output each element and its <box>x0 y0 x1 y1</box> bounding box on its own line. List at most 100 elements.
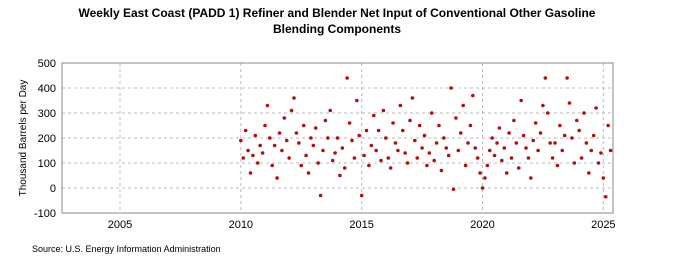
point <box>405 161 410 165</box>
point <box>364 128 369 133</box>
point <box>415 156 420 160</box>
point <box>282 116 287 120</box>
point <box>284 138 289 143</box>
y-tick-label: 200 <box>38 133 56 145</box>
point <box>492 153 497 158</box>
point <box>582 111 586 115</box>
point <box>374 148 378 153</box>
point <box>241 156 246 160</box>
point <box>309 136 313 140</box>
x-tick-label: 2020 <box>470 219 494 231</box>
point <box>500 158 504 163</box>
point <box>475 156 480 160</box>
point <box>396 148 400 153</box>
point <box>541 103 545 108</box>
point <box>437 123 441 128</box>
point <box>362 153 366 158</box>
point <box>514 141 519 145</box>
point <box>446 153 451 158</box>
point <box>328 108 333 113</box>
point <box>417 123 422 128</box>
point <box>502 146 507 150</box>
point <box>548 141 552 145</box>
point <box>388 166 393 170</box>
point <box>255 161 260 165</box>
point <box>369 143 374 148</box>
point <box>589 148 594 153</box>
point <box>400 128 405 133</box>
point <box>345 76 349 80</box>
point <box>444 146 449 150</box>
point <box>422 133 427 138</box>
point <box>263 123 267 128</box>
point <box>570 136 574 140</box>
point <box>275 176 279 180</box>
point <box>461 103 465 108</box>
point <box>463 163 468 168</box>
point <box>403 151 407 155</box>
point <box>371 113 376 118</box>
point <box>509 156 514 160</box>
point <box>591 133 596 138</box>
point <box>526 156 531 160</box>
point <box>408 118 412 123</box>
point <box>292 96 296 100</box>
point <box>579 156 584 160</box>
point <box>524 146 528 150</box>
point <box>471 93 475 98</box>
point <box>432 158 436 163</box>
point <box>340 146 345 150</box>
point <box>490 136 494 140</box>
point <box>316 161 320 165</box>
point <box>545 111 550 115</box>
point <box>565 76 569 80</box>
y-tick-label: 500 <box>38 58 56 70</box>
y-axis-label: Thousand Barrels per Day <box>18 80 29 197</box>
point <box>572 161 577 165</box>
point <box>393 141 398 145</box>
point <box>558 123 562 128</box>
point <box>376 128 381 133</box>
point <box>321 148 325 153</box>
y-tick-label: 100 <box>38 158 56 170</box>
point <box>608 148 613 153</box>
y-tick-label: 300 <box>38 108 56 120</box>
point <box>538 131 543 135</box>
point <box>606 123 610 128</box>
point <box>391 121 395 125</box>
point <box>333 151 337 155</box>
point <box>574 118 579 123</box>
point <box>253 133 258 138</box>
point <box>318 193 323 198</box>
point <box>311 143 316 148</box>
point <box>352 156 357 160</box>
point <box>487 148 492 153</box>
y-tick-label: -100 <box>34 208 56 220</box>
point <box>531 138 536 143</box>
point <box>521 133 526 138</box>
point <box>248 171 253 175</box>
point <box>473 146 478 150</box>
point <box>427 151 432 155</box>
point <box>516 166 521 170</box>
y-tick-label: 0 <box>50 183 56 195</box>
point <box>381 108 386 113</box>
plot-frame <box>61 62 614 214</box>
point <box>485 163 490 168</box>
point <box>239 138 243 143</box>
point <box>299 163 304 168</box>
chart-subtitle: Blending Components <box>273 22 401 36</box>
point <box>338 173 342 178</box>
point <box>560 148 565 153</box>
point <box>398 103 403 108</box>
point <box>379 158 383 163</box>
point <box>272 143 277 148</box>
point <box>504 171 509 175</box>
point <box>251 153 255 158</box>
point <box>562 133 567 138</box>
point <box>456 148 461 153</box>
point <box>466 141 470 145</box>
point <box>246 148 250 153</box>
